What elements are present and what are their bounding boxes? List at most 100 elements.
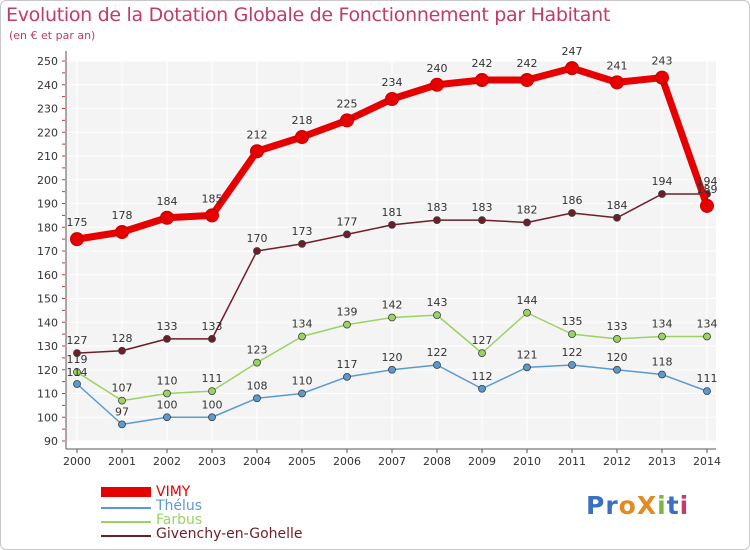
y-tick-label: 170 [37,245,58,258]
data-point-thelus [703,387,711,396]
data-point-givenchy [163,334,171,343]
y-tick-label: 220 [37,126,58,139]
data-label-vimy: 247 [562,45,583,58]
legend-label-farbus: Farbus [156,512,203,528]
logo-letter: t [666,491,680,520]
data-label-thelus: 122 [427,346,448,359]
data-point-givenchy [208,334,216,343]
data-label-vimy: 212 [247,128,268,141]
data-label-farbus: 107 [112,382,133,395]
data-point-thelus [253,394,261,403]
data-point-givenchy [433,216,441,225]
data-label-vimy: 178 [112,209,133,222]
data-point-thelus [568,361,576,369]
data-point-farbus [253,358,261,367]
data-point-givenchy [118,346,126,355]
logo-letter: X [636,491,658,520]
data-label-vimy: 185 [202,192,223,205]
data-point-givenchy [523,218,531,227]
data-point-givenchy [298,239,306,248]
data-point-vimy [520,73,534,87]
data-label-givenchy: 133 [202,320,223,333]
data-point-farbus [568,330,576,339]
logo-letter: o [618,491,637,520]
legend-label-thelus: Thélus [156,498,203,514]
data-label-vimy: 240 [427,62,448,75]
data-point-farbus [478,349,486,358]
y-tick-label: 110 [37,388,58,401]
data-label-farbus: 111 [202,372,223,385]
proxiti-logo: ProXiti [586,491,689,520]
data-label-thelus: 100 [202,398,223,411]
data-point-farbus [388,313,396,322]
data-label-thelus: 120 [607,351,628,364]
legend-label-vimy: VIMY [156,484,191,500]
data-point-givenchy [478,216,486,225]
data-label-givenchy: 181 [382,206,403,219]
data-label-farbus: 134 [292,318,313,331]
y-tick-label: 180 [37,221,58,234]
data-label-vimy: 184 [157,195,178,208]
legend-label-givenchy: Givenchy-en-Gohelle [156,526,303,542]
y-tick-label: 240 [37,79,58,92]
data-label-givenchy: 127 [67,334,88,347]
data-label-givenchy: 186 [562,194,583,207]
x-tick-label: 2009 [468,455,496,468]
data-point-thelus [613,365,621,374]
x-tick-label: 2011 [558,455,586,468]
data-point-thelus [658,370,666,379]
legend-swatch-farbus [101,521,151,523]
data-point-farbus [613,334,621,343]
data-point-givenchy [343,230,351,239]
data-point-vimy [250,144,264,159]
x-tick-label: 2004 [243,455,271,468]
data-label-thelus: 111 [697,372,718,385]
data-point-farbus [118,396,126,405]
data-point-vimy [295,130,309,144]
logo-letter: P [586,491,606,520]
data-label-farbus: 119 [67,353,88,366]
data-label-vimy: 242 [472,57,493,70]
data-label-farbus: 143 [427,296,448,309]
data-point-vimy [700,198,714,213]
data-label-thelus: 110 [292,375,313,388]
x-tick-label: 2005 [288,455,316,468]
data-point-givenchy [253,247,261,255]
data-label-farbus: 135 [562,315,583,328]
data-point-givenchy [568,209,576,217]
x-tick-label: 2006 [333,455,361,468]
logo-letter: r [605,491,619,520]
data-label-thelus: 100 [157,398,178,411]
y-tick-label: 210 [37,150,58,163]
data-point-thelus [208,413,216,422]
data-point-thelus [433,361,441,369]
data-label-givenchy: 183 [472,201,493,214]
data-label-givenchy: 128 [112,332,133,345]
data-point-thelus [298,389,306,398]
data-point-farbus [658,332,666,341]
data-point-thelus [388,365,396,374]
y-tick-label: 190 [37,198,58,211]
data-label-thelus: 112 [472,370,493,383]
y-tick-label: 250 [37,55,58,68]
data-point-vimy [115,225,129,239]
data-label-farbus: 134 [652,318,673,331]
data-label-farbus: 139 [337,306,358,319]
x-tick-label: 2000 [63,455,91,468]
x-tick-label: 2008 [423,455,451,468]
data-point-vimy [385,92,399,106]
data-label-thelus: 108 [247,379,268,392]
data-label-farbus: 142 [382,299,403,312]
logo-letter: i [679,491,690,520]
y-tick-label: 150 [37,293,58,306]
data-label-vimy: 234 [382,76,403,89]
y-tick-label: 140 [37,316,58,329]
data-label-vimy: 189 [697,183,718,196]
data-label-thelus: 97 [115,405,129,418]
data-point-farbus [298,332,306,341]
data-label-givenchy: 194 [652,175,673,188]
data-label-vimy: 243 [652,55,673,68]
data-label-givenchy: 184 [607,199,628,212]
